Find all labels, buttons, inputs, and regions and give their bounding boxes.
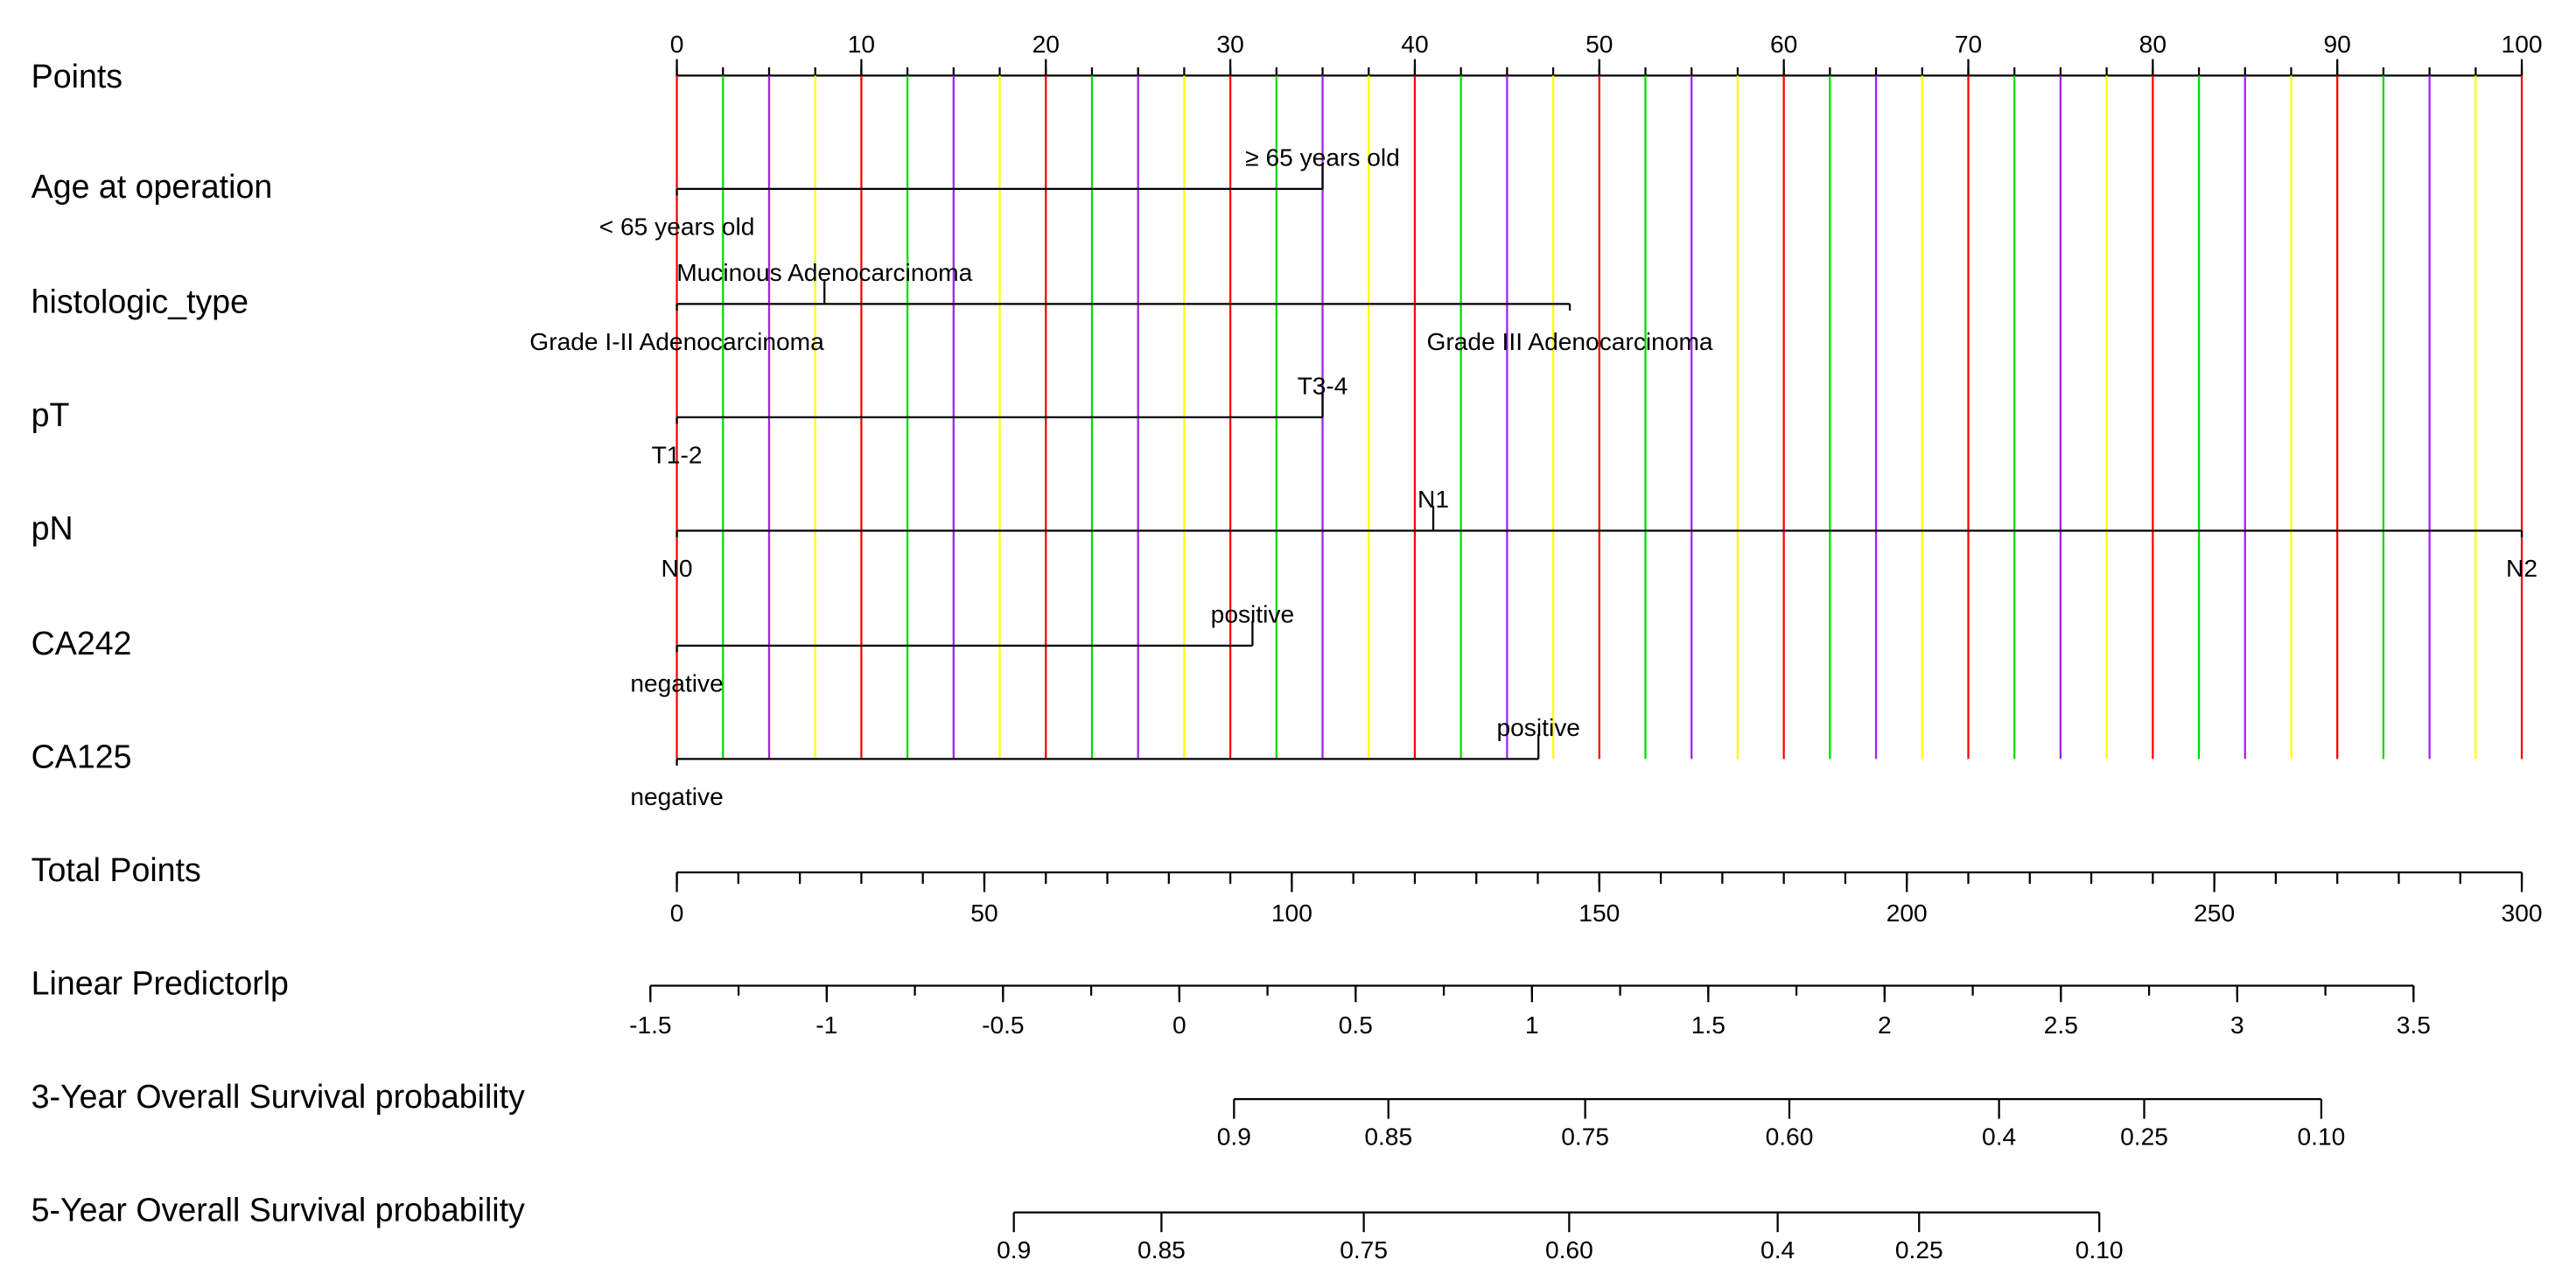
row-label: 3-Year Overall Survival probability	[32, 1078, 525, 1115]
x-tick-label: 0.75	[1561, 1124, 1609, 1151]
x-tick-label: 0.4	[1760, 1236, 1795, 1264]
x-tick-label: 80	[2139, 31, 2166, 58]
x-tick-label: 3	[2230, 1012, 2244, 1039]
level-label: positive	[1211, 601, 1294, 628]
row-label: pT	[32, 396, 70, 433]
row-label: histologic_type	[32, 283, 248, 319]
row-label: CA125	[32, 738, 132, 774]
x-tick-label: 0.75	[1340, 1236, 1388, 1264]
row-label: Linear Predictorlp	[32, 964, 289, 1001]
x-tick-label: 0.4	[1982, 1124, 2016, 1151]
x-tick-label: 0.10	[2076, 1236, 2124, 1264]
x-tick-label: 2	[1878, 1012, 1892, 1039]
level-label: Grade III Adenocarcinoma	[1426, 328, 1712, 355]
level-label: N0	[662, 555, 693, 582]
x-tick-label: 2.5	[2044, 1012, 2078, 1039]
row-label: 5-Year Overall Survival probability	[32, 1192, 525, 1228]
level-label: Grade I-II Adenocarcinoma	[529, 328, 824, 355]
level-label: T1-2	[652, 441, 703, 468]
x-tick-label: 60	[1770, 31, 1797, 58]
x-tick-label: 50	[1586, 31, 1613, 58]
x-tick-label: -1	[816, 1012, 837, 1039]
x-tick-label: 100	[2502, 31, 2543, 58]
x-tick-label: 0.9	[997, 1236, 1031, 1264]
level-label: negative	[630, 783, 723, 810]
x-tick-label: 0.60	[1545, 1236, 1593, 1264]
level-label: T3-4	[1298, 373, 1348, 400]
level-label: ≥ 65 years old	[1245, 144, 1400, 172]
x-tick-label: 0.5	[1339, 1012, 1373, 1039]
x-tick-label: 10	[848, 31, 875, 58]
x-tick-label: -1.5	[629, 1012, 672, 1039]
x-tick-label: 300	[2502, 900, 2543, 927]
x-tick-label: 90	[2324, 31, 2351, 58]
x-tick-label: 0	[670, 31, 684, 58]
x-tick-label: 0.9	[1217, 1124, 1251, 1151]
x-tick-label: 150	[1578, 900, 1620, 927]
row-label: CA242	[32, 625, 132, 662]
x-tick-label: 1	[1525, 1012, 1539, 1039]
x-tick-label: -0.5	[982, 1012, 1025, 1039]
level-label: positive	[1496, 714, 1579, 741]
row-label: Age at operation	[32, 168, 273, 205]
level-label: N2	[2506, 555, 2538, 582]
x-tick-label: 0.25	[1895, 1236, 1943, 1264]
row-label: pN	[32, 509, 74, 546]
x-tick-label: 70	[1955, 31, 1982, 58]
x-tick-label: 0	[1172, 1012, 1186, 1039]
level-label: < 65 years old	[599, 213, 755, 240]
x-tick-label: 0	[670, 900, 684, 927]
x-tick-label: 50	[970, 900, 998, 927]
x-tick-label: 30	[1216, 31, 1243, 58]
x-tick-label: 0.85	[1138, 1236, 1186, 1264]
row-label: Points	[32, 58, 122, 94]
x-tick-label: 3.5	[2397, 1012, 2431, 1039]
row-label: Total Points	[32, 851, 201, 888]
level-label: Mucinous Adenocarcinoma	[676, 259, 972, 286]
x-tick-label: 20	[1032, 31, 1060, 58]
level-label: N1	[1418, 486, 1449, 513]
x-tick-label: 40	[1401, 31, 1428, 58]
level-label: negative	[630, 669, 723, 696]
x-tick-label: 250	[2194, 900, 2235, 927]
x-tick-label: 1.5	[1691, 1012, 1726, 1039]
x-tick-label: 100	[1271, 900, 1312, 927]
x-tick-label: 0.85	[1364, 1124, 1412, 1151]
x-tick-label: 200	[1886, 900, 1928, 927]
x-tick-label: 0.60	[1766, 1124, 1814, 1151]
x-tick-label: 0.25	[2120, 1124, 2168, 1151]
x-tick-label: 0.10	[2298, 1124, 2346, 1151]
